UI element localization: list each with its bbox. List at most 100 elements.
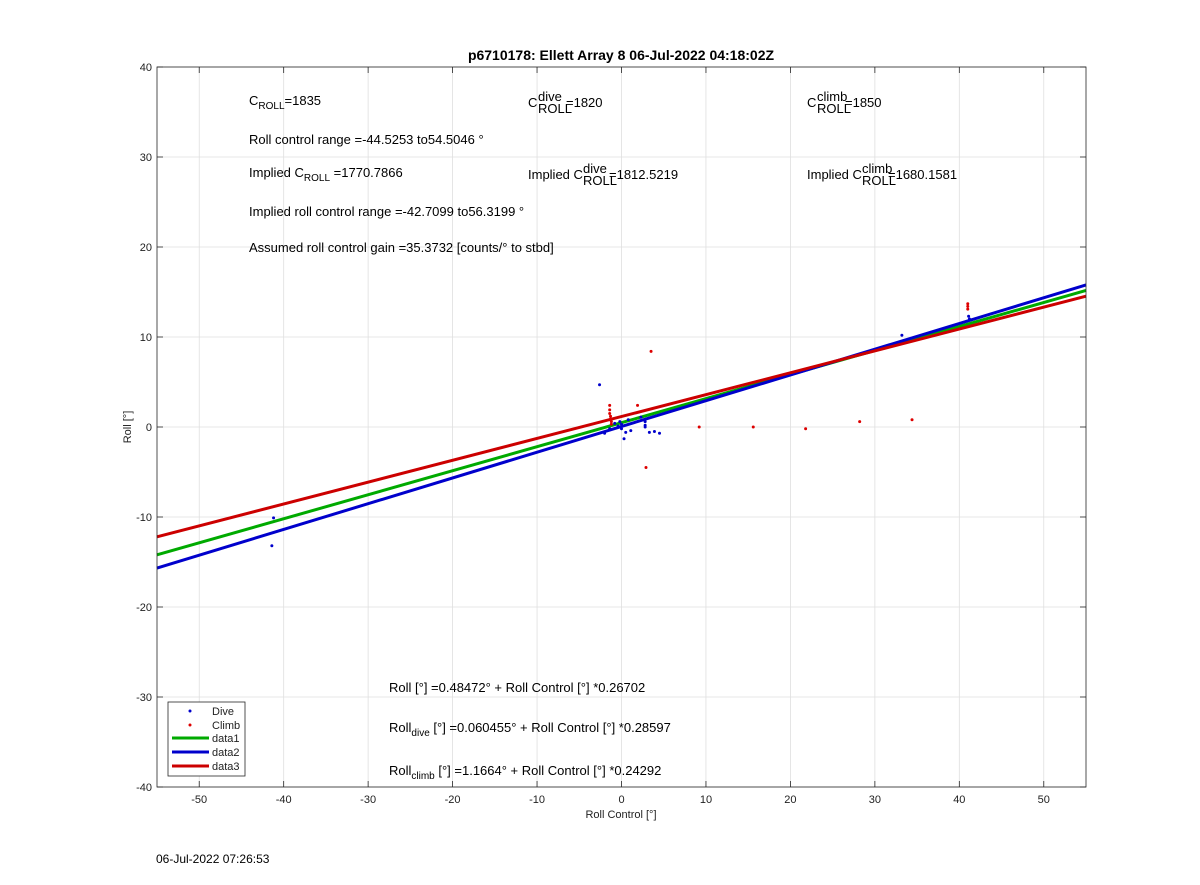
fit-line-data1 xyxy=(156,289,1087,557)
point-dive xyxy=(270,544,274,548)
annotation-implied-c-roll-dive: Implied C dive ROLL =1812.5219 xyxy=(528,161,678,188)
point-climb xyxy=(608,408,612,412)
point-climb xyxy=(910,418,914,422)
annotation-fit-all: Roll [°] =0.48472° + Roll Control [°] *0… xyxy=(389,680,645,695)
point-dive xyxy=(652,430,656,433)
point-dive xyxy=(618,420,622,424)
svg-text:=1680.1581: =1680.1581 xyxy=(888,167,957,182)
point-climb xyxy=(609,422,613,426)
svg-text:Implied C: Implied C xyxy=(807,167,862,182)
point-dive xyxy=(626,418,630,422)
svg-text:ROLL: ROLL xyxy=(538,101,572,116)
annotation-fit-climb: Rollclimb [°] =1.1664° + Roll Control [°… xyxy=(389,763,661,782)
point-dive xyxy=(624,430,628,434)
annotation-c-roll: CROLL=1835 xyxy=(249,93,321,112)
x-tick-label: 40 xyxy=(953,794,965,806)
annotation-fit-dive: Rolldive [°] =0.060455° + Roll Control [… xyxy=(389,720,671,739)
y-tick-label: -10 xyxy=(136,512,152,524)
x-tick-label: -50 xyxy=(191,794,207,806)
legend-label-data1: data1 xyxy=(212,733,240,745)
svg-text:dive: dive xyxy=(583,161,607,176)
y-axis-label: Roll [°] xyxy=(122,411,134,444)
fit-line-data2 xyxy=(156,283,1087,570)
point-dive xyxy=(598,383,602,387)
y-tick-label: 20 xyxy=(140,242,152,254)
annotation-implied-c-roll-climb: Implied C climb ROLL =1680.1581 xyxy=(807,161,957,188)
point-climb xyxy=(697,425,701,429)
svg-text:climb: climb xyxy=(862,161,892,176)
axis-ticks: -50 -40 -30 -20 -10 0 10 20 30 40 50 -40 -30 -20 -10 0 1… xyxy=(136,62,1086,806)
legend-label-climb: Climb xyxy=(212,720,240,732)
svg-text:ROLL: ROLL xyxy=(862,173,896,188)
point-climb xyxy=(751,425,755,429)
x-tick-label: 20 xyxy=(784,794,796,806)
point-dive xyxy=(608,427,612,431)
point-dive xyxy=(967,314,971,318)
x-tick-label: -10 xyxy=(529,794,545,806)
legend-label-dive: Dive xyxy=(212,706,234,718)
y-tick-label: -20 xyxy=(136,602,152,614)
y-tick-label: 40 xyxy=(140,62,152,74)
y-tick-label: 30 xyxy=(140,152,152,164)
x-axis-label: Roll Control [°] xyxy=(585,809,656,821)
legend-swatch-climb xyxy=(188,723,192,727)
legend-label-data3: data3 xyxy=(212,761,240,773)
point-climb xyxy=(608,403,612,407)
legend: Dive Climb data1 data2 data3 xyxy=(167,701,246,777)
point-dive xyxy=(647,430,651,434)
x-tick-label: 10 xyxy=(700,794,712,806)
annotation-c-roll-climb: C climb ROLL =1850 xyxy=(807,89,882,116)
svg-text:=1812.5219: =1812.5219 xyxy=(609,167,678,182)
point-climb xyxy=(644,466,648,469)
point-climb xyxy=(966,307,970,311)
point-dive xyxy=(622,437,626,441)
point-climb xyxy=(636,403,640,407)
point-dive xyxy=(613,421,617,425)
svg-text:dive: dive xyxy=(538,89,562,104)
point-climb xyxy=(609,420,613,424)
x-tick-label: -30 xyxy=(360,794,376,806)
footer-timestamp: 06-Jul-2022 07:26:53 xyxy=(156,852,270,866)
point-dive xyxy=(616,424,620,428)
point-dive xyxy=(603,431,607,435)
y-tick-label: 10 xyxy=(140,332,152,344)
svg-text:ROLL: ROLL xyxy=(817,101,851,116)
chart-title: p6710178: Ellett Array 8 06-Jul-2022 04:… xyxy=(468,47,775,63)
annotation-implied-c-roll: Implied CROLL =1770.7866 xyxy=(249,165,403,184)
point-dive xyxy=(643,425,647,429)
x-tick-label: -40 xyxy=(276,794,292,806)
fit-line-data3 xyxy=(156,294,1087,539)
x-tick-label: 0 xyxy=(618,794,624,806)
svg-text:ROLL: ROLL xyxy=(583,173,617,188)
x-tick-label: 30 xyxy=(869,794,881,806)
point-climb xyxy=(609,414,613,418)
point-climb xyxy=(966,304,970,308)
point-climb xyxy=(858,420,862,424)
point-dive xyxy=(620,422,623,426)
data-points xyxy=(270,302,971,548)
point-dive xyxy=(272,516,276,520)
point-dive xyxy=(967,317,971,321)
y-tick-label: -40 xyxy=(136,782,152,794)
x-tick-label: 50 xyxy=(1038,794,1050,806)
point-dive xyxy=(658,431,662,435)
y-tick-label: 0 xyxy=(146,422,152,434)
legend-label-data2: data2 xyxy=(212,747,240,759)
point-dive xyxy=(620,427,623,431)
point-climb xyxy=(966,302,970,306)
point-climb xyxy=(609,417,613,421)
svg-text:=1850: =1850 xyxy=(845,95,882,110)
point-climb xyxy=(649,349,653,353)
point-dive xyxy=(639,415,643,419)
point-climb xyxy=(608,412,612,415)
annotation-implied-range: Implied roll control range =-42.7099 to5… xyxy=(249,204,524,219)
legend-swatch-dive xyxy=(188,709,192,713)
annotation-c-roll-dive: C dive ROLL =1820 xyxy=(528,89,603,116)
point-climb xyxy=(804,427,808,431)
y-tick-label: -30 xyxy=(136,692,152,704)
point-dive xyxy=(629,429,633,433)
svg-text:C: C xyxy=(528,95,537,110)
annotation-roll-control-range: Roll control range =-44.5253 to54.5046 ° xyxy=(249,132,484,147)
point-dive xyxy=(900,333,904,337)
